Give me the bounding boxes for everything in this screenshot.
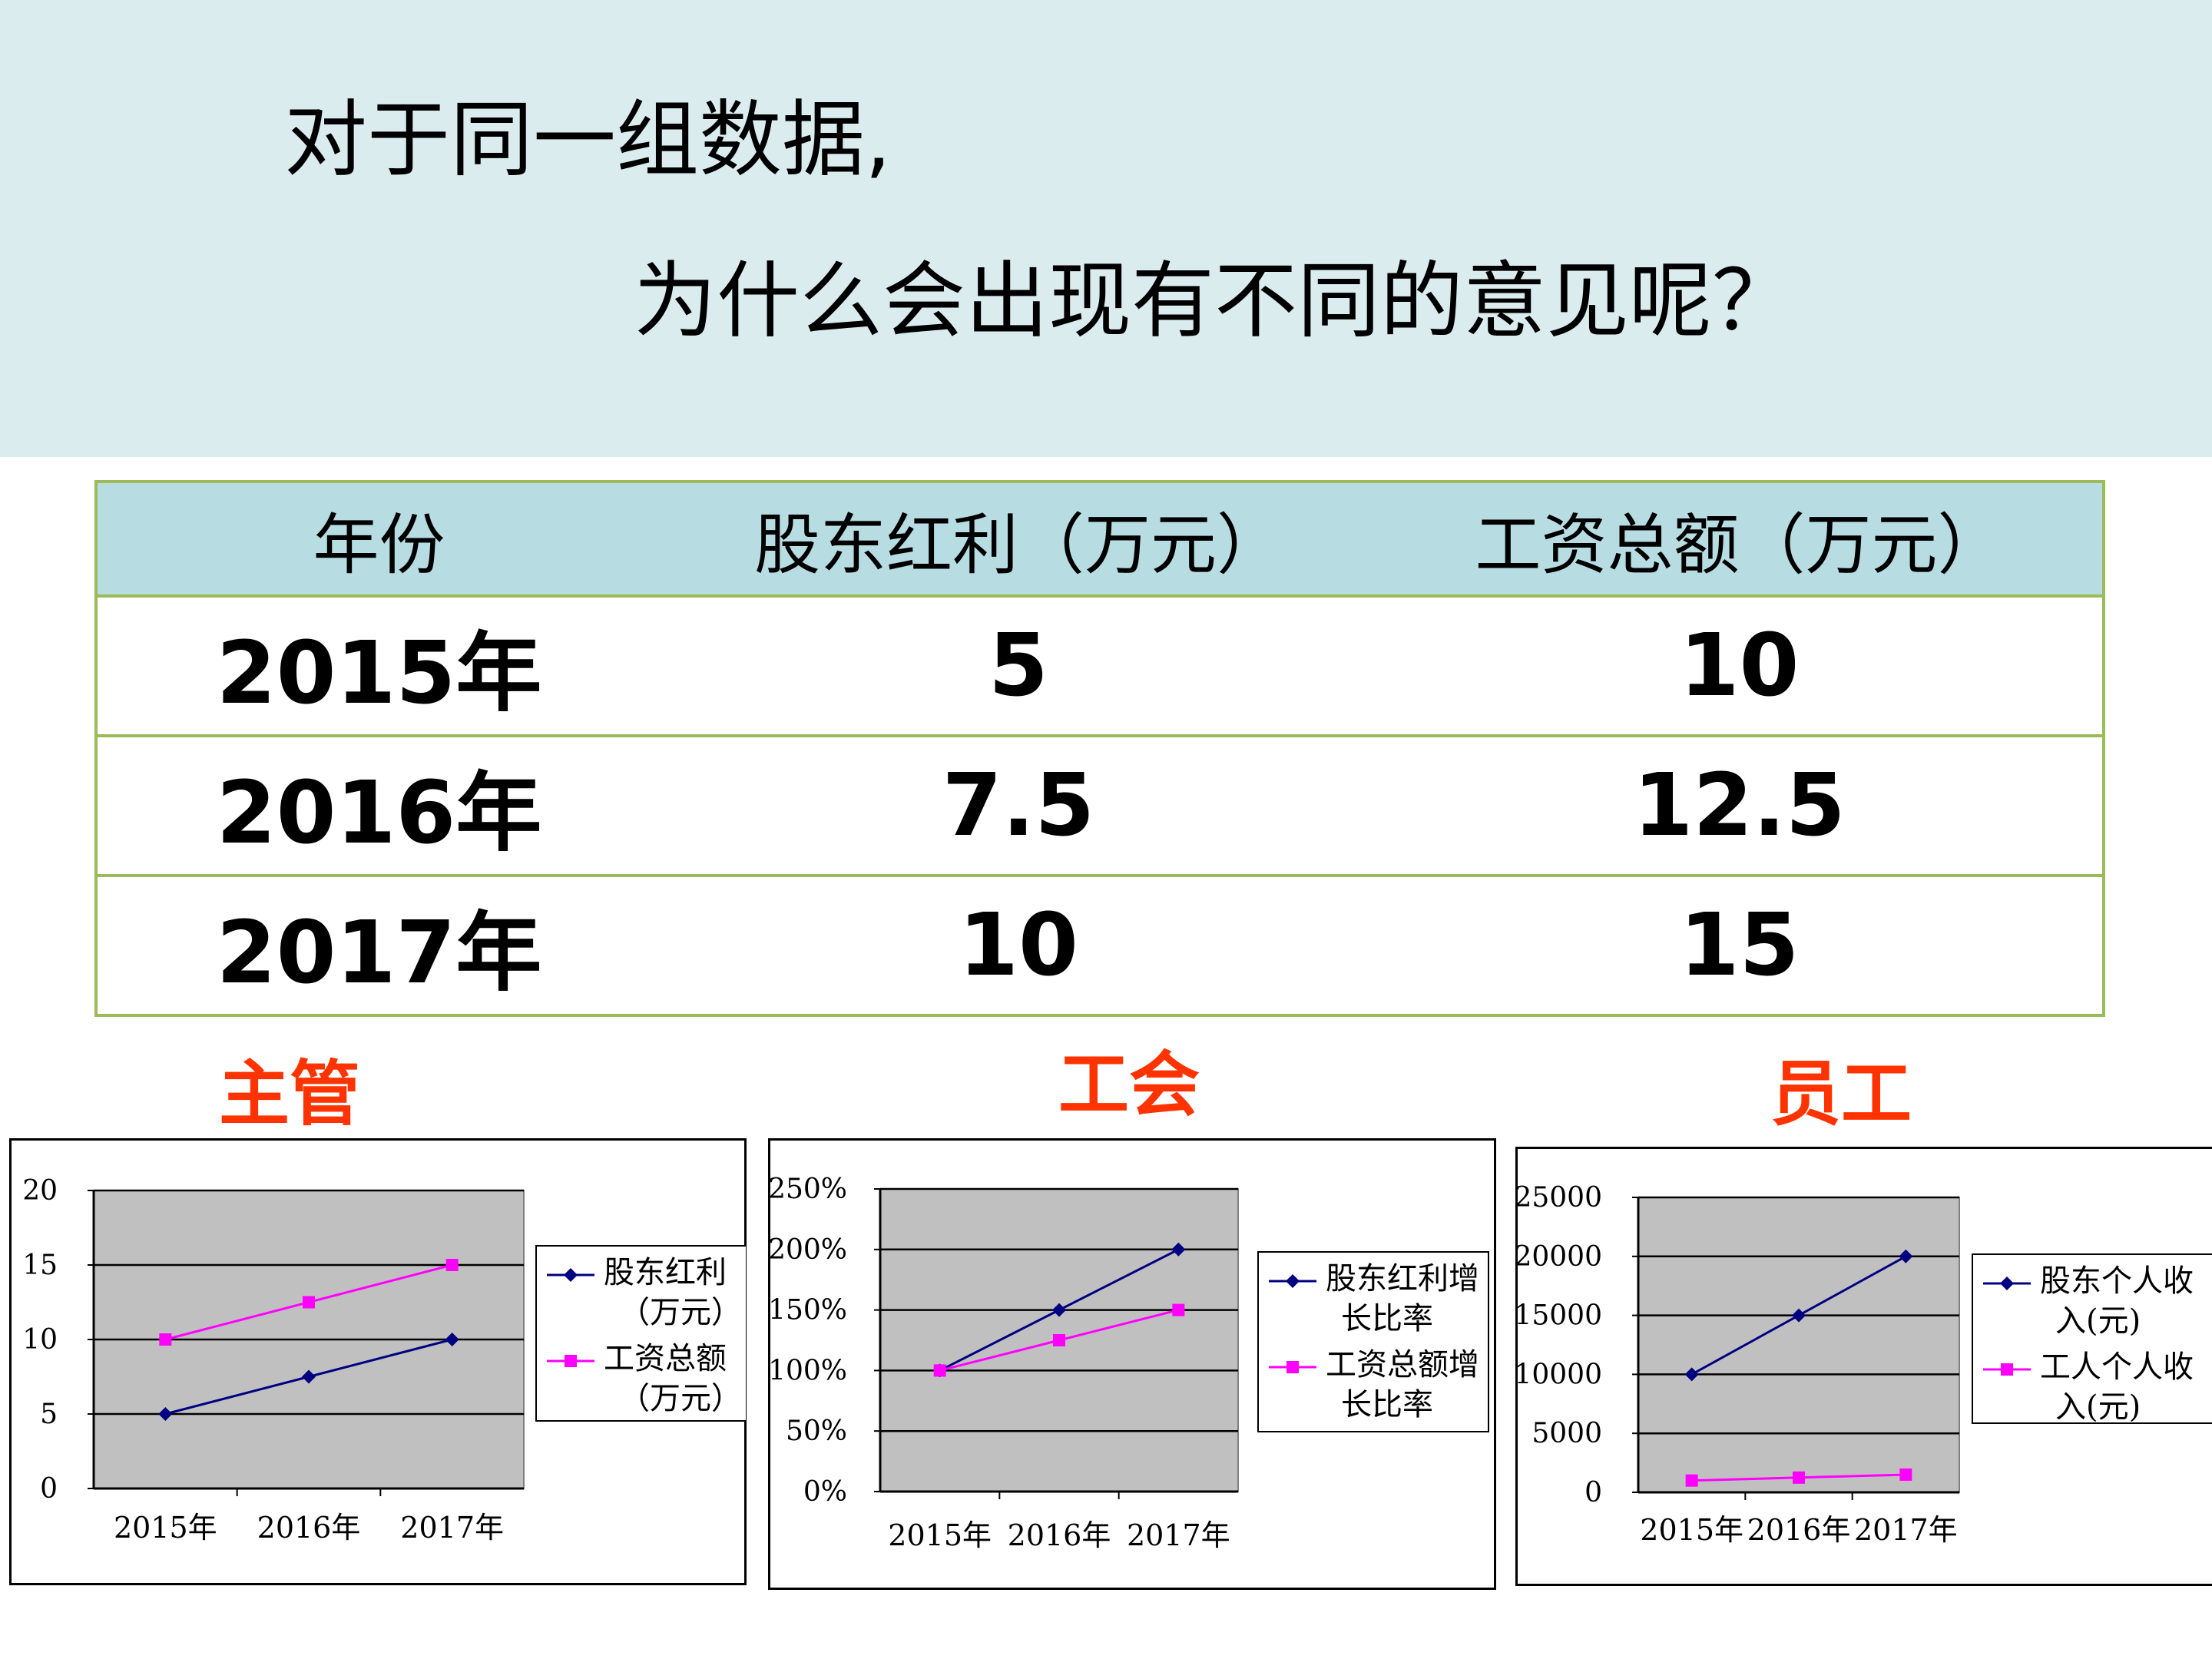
table-row: 2015年 5 10: [94, 594, 2105, 737]
cell-wages: 15: [1376, 874, 2105, 1017]
legend-label: （万元）: [619, 1381, 742, 1416]
x-tick-label: 2017年: [1854, 1513, 1958, 1547]
cell-dividend: 5: [661, 594, 1376, 737]
legend-label: 工人个人收: [2040, 1349, 2194, 1385]
y-tick-label: 10000: [1515, 1359, 1602, 1390]
data-point: [1053, 1334, 1065, 1346]
legend-label: 工资总额增: [1326, 1347, 1479, 1382]
x-tick-label: 2017年: [1127, 1518, 1230, 1552]
data-point: [933, 1364, 946, 1377]
cell-dividend: 10: [661, 874, 1376, 1017]
table-row: 2017年 10 15: [94, 874, 2105, 1017]
data-point: [1052, 1303, 1066, 1317]
data-point: [1899, 1249, 1913, 1263]
x-tick-label: 2016年: [257, 1511, 361, 1545]
legend-label: （万元）: [619, 1295, 742, 1330]
y-tick-label: 20000: [1515, 1241, 1602, 1273]
data-point: [1793, 1471, 1805, 1484]
legend-label: 工资总额: [604, 1341, 727, 1376]
legend-label: 入(元): [2055, 1389, 2141, 1425]
y-tick-label: 0: [1584, 1477, 1602, 1508]
table-row: 2016年 7.5 12.5: [94, 734, 2105, 877]
legend-label: 股东红利: [604, 1255, 727, 1290]
header-year: 年份: [94, 480, 661, 598]
data-point: [159, 1333, 172, 1346]
y-tick-label: 5: [40, 1399, 58, 1430]
legend-label: 股东个人收: [2040, 1263, 2194, 1299]
x-tick-label: 2015年: [888, 1518, 992, 1552]
chart-staff: 0 5000 10000 15000 20000 25000 2015年 2016年 2017年…: [1515, 1147, 2212, 1586]
y-tick-label: 5000: [1532, 1418, 1602, 1449]
legend-label: 长比率: [1341, 1301, 1433, 1336]
y-tick-label: 15: [22, 1250, 58, 1281]
legend-marker: [564, 1268, 578, 1282]
y-tick-label: 0: [40, 1473, 58, 1505]
legend-marker: [2000, 1277, 2014, 1290]
y-tick-label: 0%: [803, 1476, 847, 1508]
x-tick-label: 2016年: [1008, 1518, 1111, 1552]
x-tick-label: 2016年: [1747, 1513, 1851, 1547]
question-line-1: 对于同一组数据,: [284, 92, 892, 188]
cell-wages: 10: [1376, 594, 2105, 737]
y-tick-label: 200%: [768, 1234, 847, 1266]
legend-marker: [565, 1355, 577, 1367]
chart-union: 0% 50% 100% 150% 200% 250% 2015年 2016年 2017年 股东红利…: [768, 1138, 1496, 1590]
data-point: [158, 1407, 173, 1421]
data-point: [1172, 1303, 1185, 1316]
plot-area: [1637, 1197, 1960, 1493]
legend-label: 入(元): [2055, 1303, 2141, 1339]
y-tick-label: 20: [22, 1175, 58, 1207]
chart-label-union: 工会: [1058, 1043, 1200, 1126]
data-point: [445, 1259, 459, 1271]
data-point: [1684, 1367, 1699, 1382]
legend-label: 股东红利增: [1326, 1261, 1479, 1296]
data-table: 年份 股东红利（万元） 工资总额（万元） 2015年 5 10 2016年 7.…: [94, 480, 2105, 1017]
cell-dividend: 7.5: [661, 734, 1376, 877]
chart-label-manager: 主管: [219, 1052, 361, 1135]
y-tick-label: 250%: [768, 1174, 847, 1205]
y-tick-label: 100%: [768, 1355, 847, 1386]
y-tick-label: 50%: [786, 1416, 847, 1447]
cell-wages: 12.5: [1376, 734, 2105, 877]
cell-year: 2016年: [94, 734, 661, 877]
data-point: [1685, 1474, 1698, 1487]
question-line-2: 为什么会出现有不同的意见呢？: [634, 253, 1796, 349]
legend-marker: [1286, 1274, 1300, 1288]
table-header-row: 年份 股东红利（万元） 工资总额（万元）: [94, 480, 2105, 598]
legend-label: 长比率: [1341, 1387, 1433, 1422]
y-tick-label: 25000: [1515, 1182, 1602, 1214]
data-point: [1899, 1468, 1912, 1481]
x-tick-label: 2017年: [400, 1511, 504, 1545]
data-point: [302, 1369, 316, 1384]
y-tick-label: 10: [22, 1324, 58, 1356]
cell-year: 2015年: [94, 594, 661, 737]
header-dividend: 股东红利（万元）: [661, 480, 1376, 598]
title-banner: [0, 0, 2212, 457]
data-point: [1171, 1242, 1186, 1257]
legend-marker: [1286, 1361, 1299, 1373]
y-tick-label: 15000: [1515, 1300, 1602, 1332]
legend-marker: [2001, 1363, 2013, 1376]
y-tick-label: 150%: [768, 1295, 847, 1326]
header-wages: 工资总额（万元）: [1376, 480, 2105, 598]
chart-manager: 0 5 10 15 20 2015年 2016年 2017年 股东红利 （万元） 工资总额 （万元）: [9, 1138, 747, 1585]
x-tick-label: 2015年: [114, 1511, 217, 1545]
data-point: [303, 1296, 315, 1309]
data-point: [445, 1333, 459, 1346]
cell-year: 2017年: [94, 874, 661, 1017]
data-point: [1792, 1308, 1806, 1323]
chart-label-staff: 员工: [1770, 1052, 1912, 1135]
x-tick-label: 2015年: [1640, 1513, 1743, 1547]
